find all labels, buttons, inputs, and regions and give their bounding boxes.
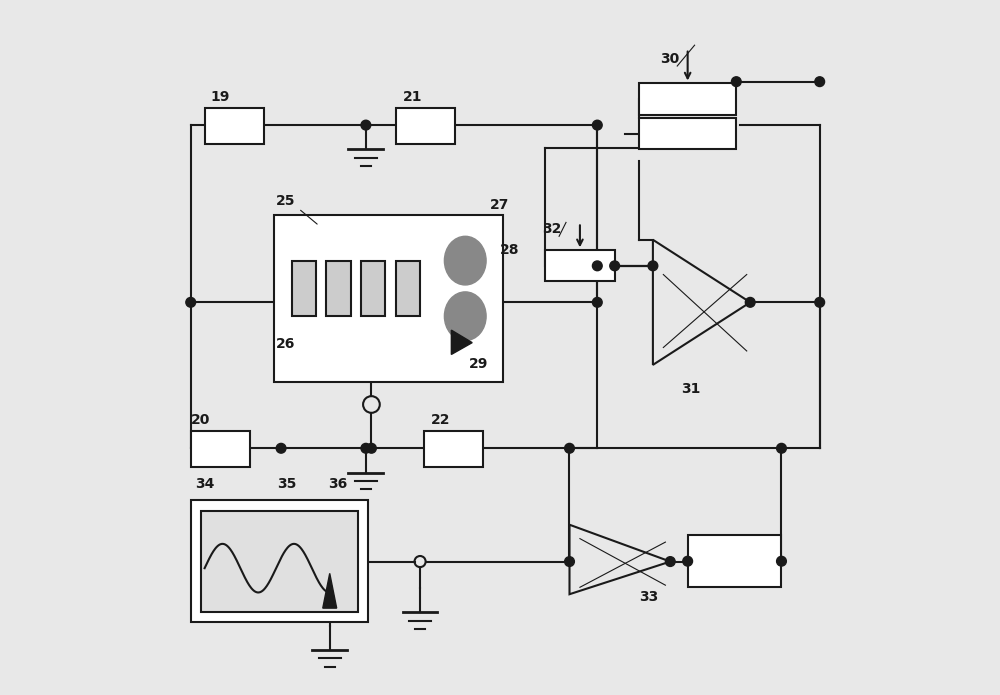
Circle shape	[592, 120, 602, 130]
Text: 31: 31	[681, 382, 700, 395]
Polygon shape	[451, 330, 472, 354]
Bar	[545, 250, 615, 281]
Circle shape	[276, 443, 286, 453]
Text: 32: 32	[542, 222, 561, 236]
Bar	[205, 108, 264, 144]
Ellipse shape	[444, 292, 486, 341]
Text: 25: 25	[276, 194, 296, 208]
Text: 35: 35	[278, 477, 297, 491]
Bar	[191, 431, 250, 467]
Circle shape	[592, 261, 602, 271]
Circle shape	[815, 297, 825, 307]
Circle shape	[610, 261, 620, 271]
Circle shape	[665, 557, 675, 566]
Text: 30: 30	[660, 51, 679, 65]
Circle shape	[648, 261, 658, 271]
Circle shape	[565, 443, 574, 453]
Bar	[424, 431, 483, 467]
Circle shape	[361, 120, 371, 130]
Circle shape	[745, 297, 755, 307]
Bar	[639, 83, 736, 115]
Text: 20: 20	[191, 413, 210, 427]
Circle shape	[731, 77, 741, 87]
Circle shape	[565, 557, 574, 566]
Bar	[191, 500, 368, 622]
Text: 33: 33	[639, 590, 658, 604]
Polygon shape	[323, 573, 337, 608]
Bar	[326, 261, 351, 316]
Bar	[201, 511, 358, 612]
Text: 22: 22	[430, 413, 450, 427]
Text: 34: 34	[196, 477, 215, 491]
Circle shape	[777, 443, 786, 453]
Bar	[361, 261, 385, 316]
Circle shape	[815, 77, 825, 87]
Text: 29: 29	[469, 357, 488, 371]
Circle shape	[777, 556, 786, 566]
Ellipse shape	[444, 236, 486, 285]
Circle shape	[367, 443, 376, 453]
Bar	[396, 108, 455, 144]
Text: 28: 28	[500, 243, 520, 256]
Text: 21: 21	[403, 90, 422, 104]
Circle shape	[592, 297, 602, 307]
Text: 27: 27	[490, 197, 509, 211]
Bar	[292, 261, 316, 316]
Bar	[639, 118, 736, 149]
Text: 36: 36	[328, 477, 347, 491]
Circle shape	[186, 297, 196, 307]
Circle shape	[361, 443, 371, 453]
Bar	[274, 215, 503, 382]
Text: 26: 26	[276, 336, 296, 350]
Bar	[688, 535, 781, 587]
Text: 19: 19	[210, 90, 230, 104]
Bar	[396, 261, 420, 316]
Circle shape	[683, 556, 693, 566]
